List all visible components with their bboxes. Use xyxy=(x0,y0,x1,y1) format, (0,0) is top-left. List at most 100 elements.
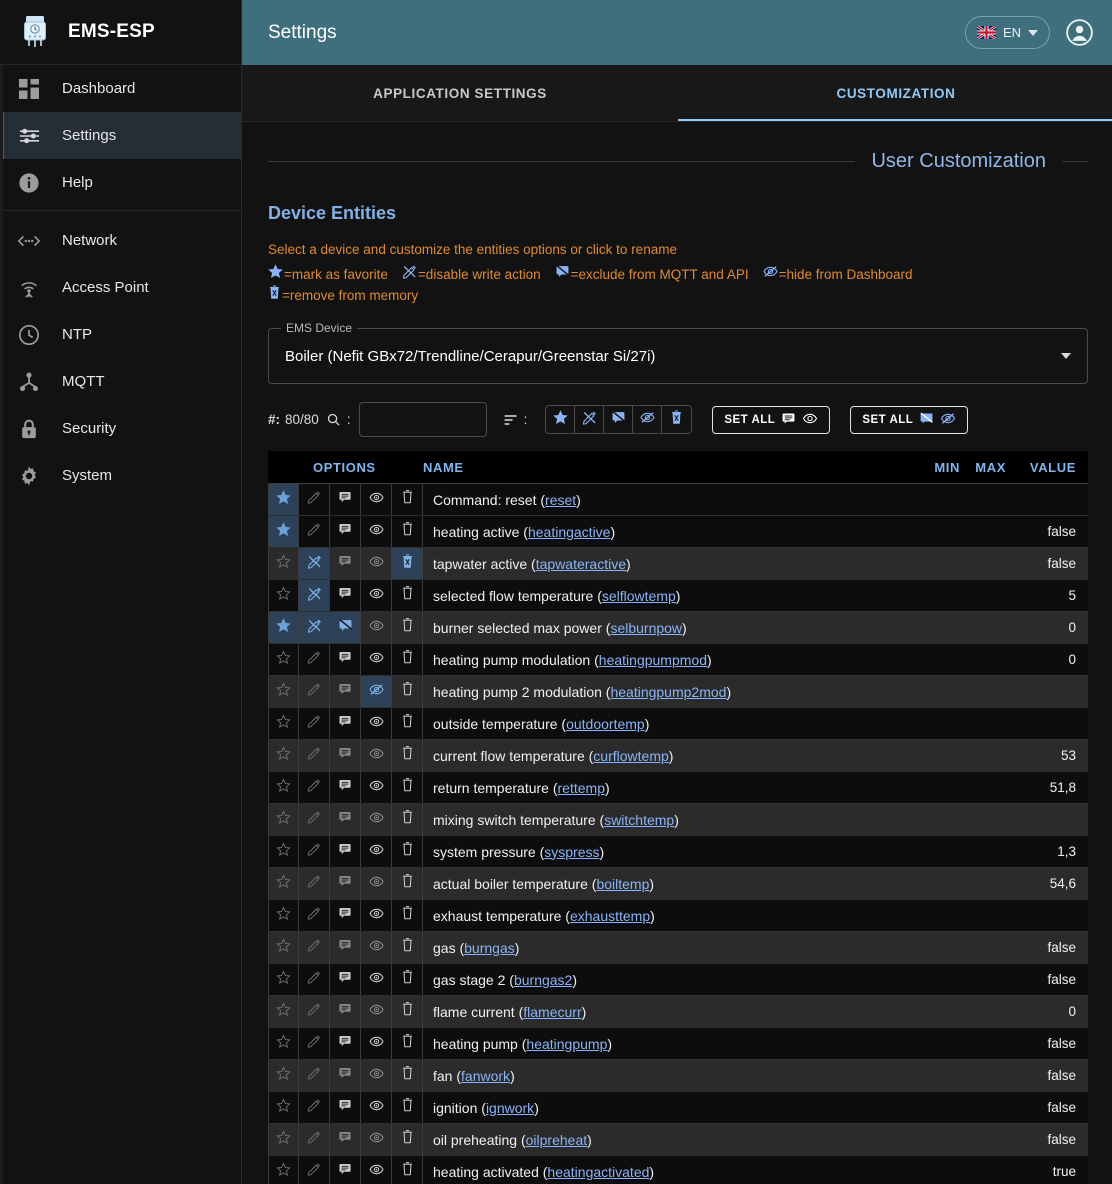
dashboard-hide-toggle[interactable] xyxy=(361,772,392,803)
entity-key-link[interactable]: curflowtemp xyxy=(593,747,669,764)
mqtt-exclude-toggle[interactable] xyxy=(330,900,361,931)
entity-key-link[interactable]: burngas xyxy=(464,939,515,956)
remove-toggle[interactable] xyxy=(392,1060,423,1091)
mqtt-exclude-toggle[interactable] xyxy=(330,932,361,963)
mqtt-exclude-toggle[interactable] xyxy=(330,612,361,643)
table-row[interactable]: system pressure (syspress) 1,3 xyxy=(268,836,1088,868)
remove-toggle[interactable] xyxy=(392,612,423,643)
mqtt-exclude-toggle[interactable] xyxy=(330,996,361,1027)
mqtt-exclude-toggle[interactable] xyxy=(330,516,361,547)
table-row[interactable]: heating pump modulation (heatingpumpmod)… xyxy=(268,644,1088,676)
entity-key-link[interactable]: boiltemp xyxy=(596,875,650,892)
entity-name[interactable]: heating active (heatingactive) xyxy=(423,516,914,547)
table-row[interactable]: exhaust temperature (exhausttemp) xyxy=(268,900,1088,932)
favorite-toggle[interactable] xyxy=(268,836,299,867)
remove-toggle[interactable] xyxy=(392,964,423,995)
entity-key-link[interactable]: ignwork xyxy=(485,1099,535,1116)
write-disable-toggle[interactable] xyxy=(299,964,330,995)
entity-name[interactable]: current flow temperature (curflowtemp) xyxy=(423,740,914,771)
write-disable-toggle[interactable] xyxy=(299,740,330,771)
entity-key-link[interactable]: fanwork xyxy=(461,1067,511,1084)
page-scrollbar[interactable] xyxy=(0,65,3,1184)
remove-toggle[interactable] xyxy=(392,676,423,707)
table-row[interactable]: fan (fanwork) false xyxy=(268,1060,1088,1092)
entity-key-link[interactable]: oilpreheat xyxy=(525,1131,588,1148)
favorite-toggle[interactable] xyxy=(268,804,299,835)
remove-toggle[interactable] xyxy=(392,740,423,771)
table-row[interactable]: flame current (flamecurr) 0 xyxy=(268,996,1088,1028)
entity-key-link[interactable]: switchtemp xyxy=(604,811,675,828)
remove-toggle[interactable] xyxy=(392,580,423,611)
dashboard-hide-toggle[interactable] xyxy=(361,740,392,771)
write-disable-toggle[interactable] xyxy=(299,612,330,643)
entity-name[interactable]: heating pump (heatingpump) xyxy=(423,1028,914,1059)
tab-application-settings[interactable]: APPLICATION SETTINGS xyxy=(242,65,678,121)
mqtt-exclude-toggle[interactable] xyxy=(330,1092,361,1123)
entity-name[interactable]: flame current (flamecurr) xyxy=(423,996,914,1027)
entity-key-link[interactable]: outdoortemp xyxy=(566,715,645,732)
sidebar-item-dashboard[interactable]: Dashboard xyxy=(0,65,241,112)
table-row[interactable]: heating active (heatingactive) false xyxy=(268,516,1088,548)
entity-name[interactable]: oil preheating (oilpreheat) xyxy=(423,1124,914,1155)
write-disable-toggle[interactable] xyxy=(299,900,330,931)
table-row[interactable]: Command: reset (reset) xyxy=(268,484,1088,516)
sidebar-item-security[interactable]: Security xyxy=(0,405,241,452)
dashboard-hide-toggle[interactable] xyxy=(361,1156,392,1184)
write-disable-toggle[interactable] xyxy=(299,772,330,803)
dashboard-hide-toggle[interactable] xyxy=(361,1060,392,1091)
dashboard-hide-toggle[interactable] xyxy=(361,612,392,643)
favorite-toggle[interactable] xyxy=(268,644,299,675)
remove-toggle[interactable] xyxy=(392,484,423,515)
mqtt-exclude-toggle[interactable] xyxy=(330,1156,361,1184)
remove-toggle[interactable] xyxy=(392,548,423,579)
table-row[interactable]: gas stage 2 (burngas2) false xyxy=(268,964,1088,996)
table-row[interactable]: current flow temperature (curflowtemp) 53 xyxy=(268,740,1088,772)
entity-name[interactable]: burner selected max power (selburnpow) xyxy=(423,612,914,643)
entity-name[interactable]: heating pump 2 modulation (heatingpump2m… xyxy=(423,676,914,707)
write-disable-toggle[interactable] xyxy=(299,516,330,547)
entity-name[interactable]: gas (burngas) xyxy=(423,932,914,963)
dashboard-hide-toggle[interactable] xyxy=(361,484,392,515)
table-row[interactable]: gas (burngas) false xyxy=(268,932,1088,964)
write-disable-toggle[interactable] xyxy=(299,708,330,739)
mqtt-exclude-toggle[interactable] xyxy=(330,868,361,899)
sidebar-item-ntp[interactable]: NTP xyxy=(0,311,241,358)
entity-key-link[interactable]: burngas2 xyxy=(513,971,573,988)
entity-key-link[interactable]: flamecurr xyxy=(523,1003,582,1020)
mqtt-exclude-toggle[interactable] xyxy=(330,548,361,579)
dashboard-hide-toggle[interactable] xyxy=(361,868,392,899)
table-row[interactable]: mixing switch temperature (switchtemp) xyxy=(268,804,1088,836)
entity-key-link[interactable]: reset xyxy=(545,491,577,508)
remove-toggle[interactable] xyxy=(392,868,423,899)
write-disable-toggle[interactable] xyxy=(299,1060,330,1091)
dashboard-hide-toggle[interactable] xyxy=(361,516,392,547)
write-disable-toggle[interactable] xyxy=(299,548,330,579)
write-disable-toggle[interactable] xyxy=(299,1028,330,1059)
entity-key-link[interactable]: heatingpump2mod xyxy=(610,683,727,700)
entity-name[interactable]: mixing switch temperature (switchtemp) xyxy=(423,804,914,835)
language-selector[interactable]: EN xyxy=(964,16,1050,49)
write-disable-toggle[interactable] xyxy=(299,996,330,1027)
favorite-toggle[interactable] xyxy=(268,964,299,995)
dashboard-hide-toggle[interactable] xyxy=(361,676,392,707)
remove-toggle[interactable] xyxy=(392,836,423,867)
mqtt-exclude-toggle[interactable] xyxy=(330,580,361,611)
write-disable-toggle[interactable] xyxy=(299,580,330,611)
entity-name[interactable]: exhaust temperature (exhausttemp) xyxy=(423,900,914,931)
entity-key-link[interactable]: heatingactivated xyxy=(547,1163,650,1180)
filter-button-message-off[interactable] xyxy=(604,406,634,433)
dashboard-hide-toggle[interactable] xyxy=(361,804,392,835)
table-row[interactable]: heating pump (heatingpump) false xyxy=(268,1028,1088,1060)
remove-toggle[interactable] xyxy=(392,772,423,803)
remove-toggle[interactable] xyxy=(392,1156,423,1184)
write-disable-toggle[interactable] xyxy=(299,1092,330,1123)
mqtt-exclude-toggle[interactable] xyxy=(330,836,361,867)
sidebar-item-mqtt[interactable]: MQTT xyxy=(0,358,241,405)
write-disable-toggle[interactable] xyxy=(299,644,330,675)
set-all-show-button[interactable]: SET ALL xyxy=(712,405,831,434)
set-all-hide-button[interactable]: SET ALL xyxy=(850,405,969,434)
dashboard-hide-toggle[interactable] xyxy=(361,580,392,611)
entity-name[interactable]: ignition (ignwork) xyxy=(423,1092,914,1123)
favorite-toggle[interactable] xyxy=(268,1124,299,1155)
favorite-toggle[interactable] xyxy=(268,932,299,963)
